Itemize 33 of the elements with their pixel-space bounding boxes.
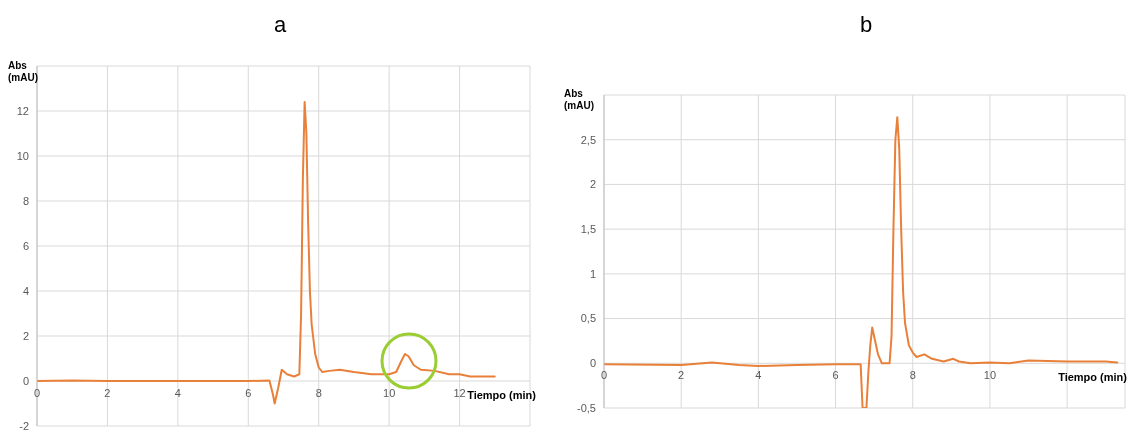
x-tick-label: 0 [33, 386, 41, 399]
y-tick-label: 0,5 [580, 312, 596, 325]
y-tick-label: 1 [589, 267, 596, 280]
chart-title: b [858, 12, 874, 38]
y-tick-label: 2 [589, 178, 596, 191]
y-tick-label: 6 [22, 239, 29, 252]
y-tick-label: 4 [22, 284, 29, 297]
y-tick-label: 0 [589, 357, 596, 370]
x-tick-label: 6 [832, 369, 839, 382]
x-tick-label: 0 [600, 369, 608, 382]
x-tick-label: 2 [104, 386, 111, 399]
y-tick-label: -2 [19, 419, 29, 430]
x-axis-title: Tiempo (min) [467, 389, 536, 401]
y-tick-label: 10 [16, 149, 29, 162]
x-axis-title: Tiempo (min) [1058, 371, 1127, 384]
y-tick-label: 2 [22, 329, 29, 342]
x-tick-label: 2 [678, 369, 685, 382]
y-tick-label: 12 [16, 104, 29, 117]
chart-title: a [272, 12, 288, 38]
x-tick-label: 6 [245, 386, 252, 399]
y-tick-label: 2,5 [580, 133, 596, 146]
y-tick-label: 1,5 [580, 223, 596, 236]
x-tick-label: 10 [983, 369, 997, 382]
y-axis-title: Abs (mAU) [564, 88, 594, 112]
y-tick-label: -0,5 [577, 401, 596, 414]
y-tick-label: 8 [22, 194, 29, 207]
x-tick-label: 4 [174, 386, 181, 399]
y-axis-title: Abs (mAU) [8, 60, 38, 84]
x-tick-label: 8 [315, 386, 322, 399]
x-tick-label: 4 [755, 369, 762, 382]
x-tick-label: 8 [909, 369, 916, 382]
x-tick-label: 12 [453, 386, 466, 399]
x-tick-label: 10 [383, 386, 396, 399]
